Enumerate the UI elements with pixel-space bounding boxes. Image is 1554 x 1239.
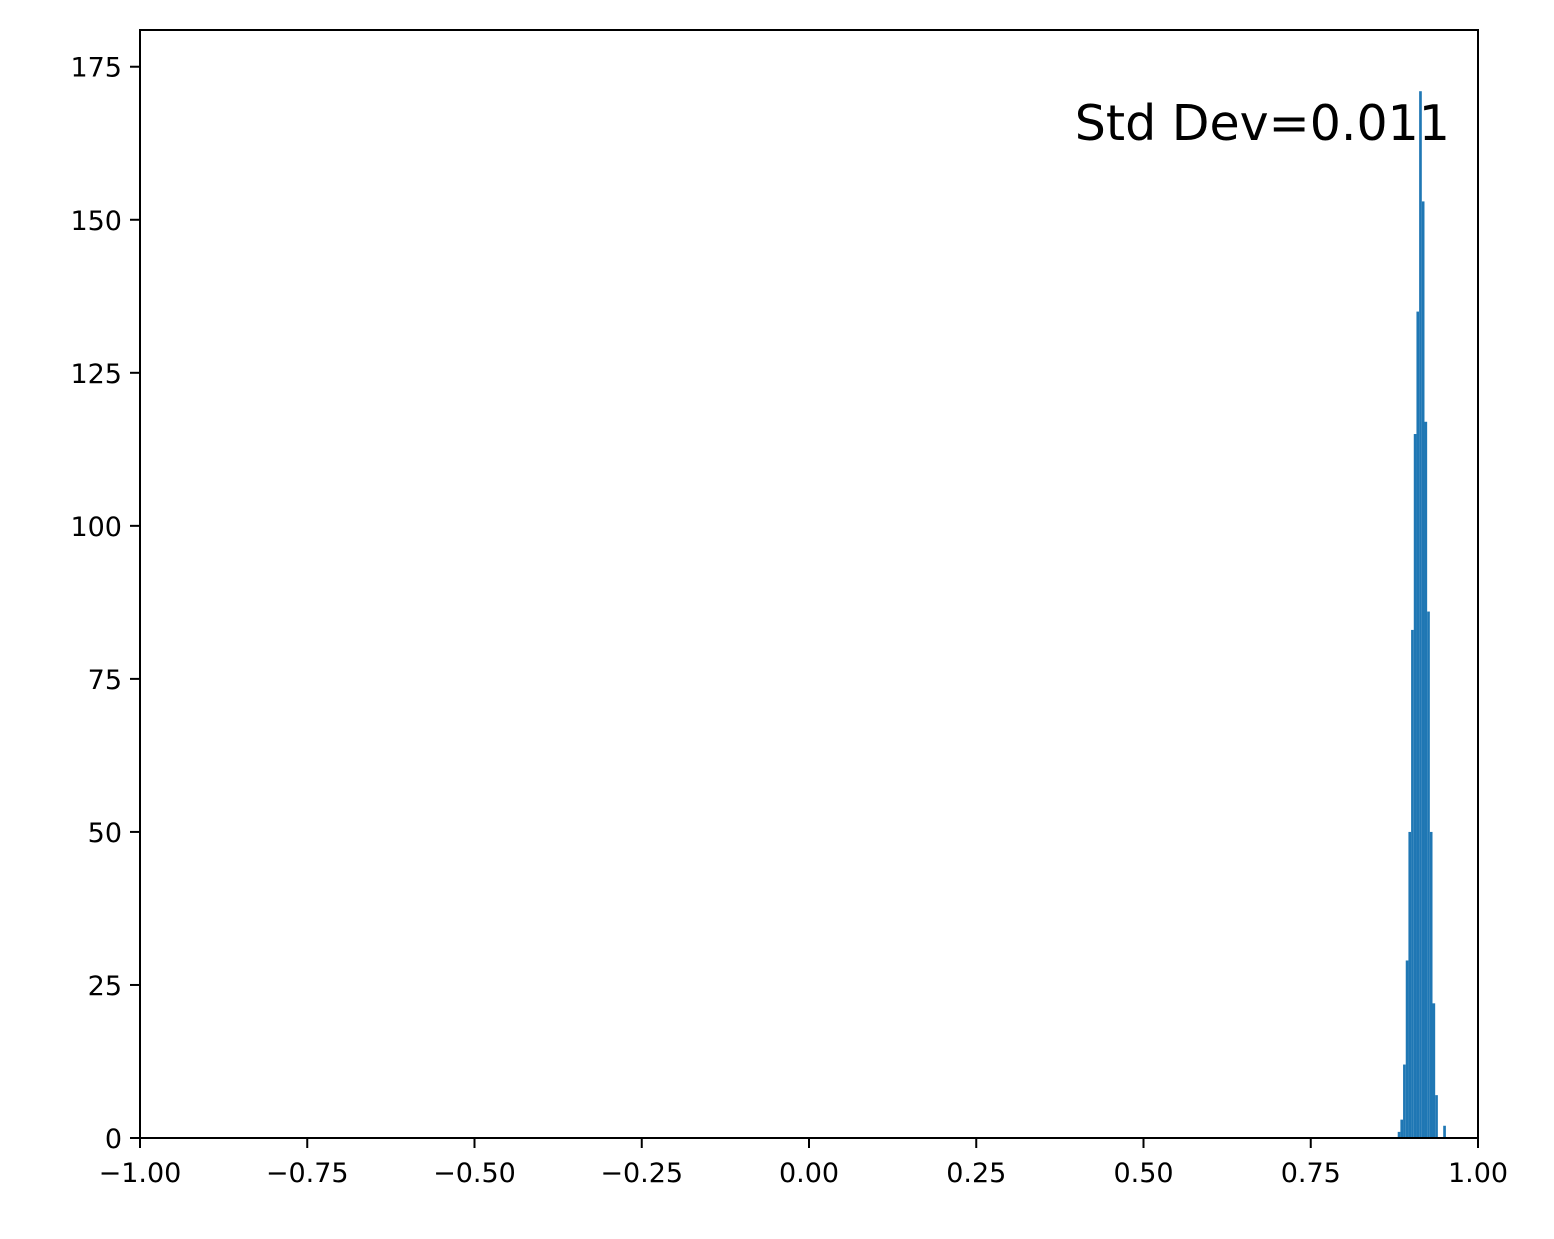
y-tick-label: 150 — [70, 206, 122, 237]
histogram-bar — [1400, 1119, 1404, 1138]
x-tick-label: −0.75 — [266, 1158, 349, 1189]
histogram-bar — [1413, 434, 1417, 1138]
x-axis-ticks: −1.00 −0.75 −0.50 −0.25 0.00 0.25 0.50 0.75 1.00 — [99, 1138, 1508, 1189]
histogram-bar — [1435, 1095, 1438, 1138]
y-axis-ticks: 0 25 50 75 100 125 150 175 — [70, 53, 140, 1155]
x-tick-label: 0.75 — [1281, 1158, 1341, 1189]
x-tick-label: −0.25 — [600, 1158, 683, 1189]
histogram-bar — [1408, 831, 1412, 1138]
histogram-bar — [1397, 1131, 1401, 1138]
histogram-bar — [1427, 611, 1430, 1138]
histogram-bar — [1443, 1125, 1446, 1138]
y-tick-label: 50 — [88, 818, 122, 849]
histogram-bar — [1432, 1003, 1436, 1138]
y-tick-label: 25 — [88, 971, 122, 1002]
histogram-bar — [1403, 1064, 1406, 1138]
y-tick-label: 125 — [70, 359, 122, 390]
histogram-bar — [1405, 960, 1409, 1138]
histogram-bar — [1429, 831, 1433, 1138]
y-tick-label: 100 — [70, 512, 122, 543]
histogram-bar — [1419, 91, 1422, 1139]
x-tick-label: 0.00 — [779, 1158, 839, 1189]
std-dev-annotation: Std Dev=0.011 — [1075, 95, 1450, 152]
x-tick-label: 0.50 — [1113, 1158, 1173, 1189]
x-tick-label: −0.50 — [433, 1158, 516, 1189]
histogram-bar — [1416, 311, 1420, 1138]
histogram-bar — [1421, 201, 1425, 1138]
histogram-bar — [1411, 629, 1414, 1138]
x-tick-label: 1.00 — [1448, 1158, 1508, 1189]
y-tick-label: 175 — [70, 53, 122, 84]
histogram-bar — [1424, 421, 1428, 1138]
bars-group — [1397, 91, 1446, 1139]
y-tick-label: 75 — [88, 665, 122, 696]
x-tick-label: −1.00 — [99, 1158, 182, 1189]
y-tick-label: 0 — [105, 1124, 122, 1155]
plot-frame — [139, 29, 1479, 1139]
x-tick-label: 0.25 — [946, 1158, 1006, 1189]
